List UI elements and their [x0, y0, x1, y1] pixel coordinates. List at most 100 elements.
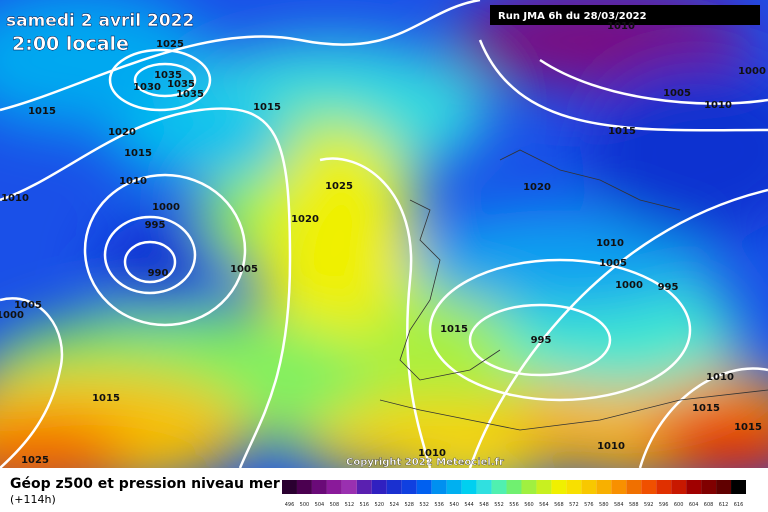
run-info: Run JMA 6h du 28/03/2022: [498, 11, 647, 22]
colorbar-label: 600: [674, 502, 684, 508]
isobar-label: 990: [148, 268, 169, 279]
legend-title: Géop z500 et pression niveau mer: [10, 476, 280, 492]
colorbar-label: 496: [285, 502, 295, 508]
isobar-label: 1015: [28, 106, 56, 117]
geopotential-field: [0, 0, 768, 468]
colorbar-label: 612: [719, 502, 729, 508]
colorbar-label: 528: [404, 502, 414, 508]
colorbar-cell: [491, 480, 507, 494]
colorbar-cell: [311, 480, 327, 494]
isobar-label: 1005: [663, 88, 691, 99]
colorbar-cell: [671, 480, 687, 494]
isobar-label: 1015: [253, 102, 281, 113]
colorbar-cell: [626, 480, 642, 494]
colorbar-cell: [461, 480, 477, 494]
isobar-label: 995: [658, 282, 679, 293]
colorbar-label: 564: [539, 502, 549, 508]
isobar-label: 1035: [176, 89, 204, 100]
colorbar-label: 504: [315, 502, 325, 508]
colorbar-label: 584: [614, 502, 624, 508]
colorbar-label: 616: [734, 502, 744, 508]
isobar-label: 1015: [124, 148, 152, 159]
colorbar-cell: [551, 480, 567, 494]
colorbar-label: 596: [659, 502, 669, 508]
colorbar-cell: [282, 480, 297, 494]
colorbar-cell: [686, 480, 702, 494]
colorbar-label: 576: [584, 502, 594, 508]
colorbar-cell: [641, 480, 657, 494]
colorbar-label: 532: [419, 502, 429, 508]
isobar-label: 1025: [156, 39, 184, 50]
map-time: 2:00 locale: [12, 33, 129, 55]
colorbar-cell: [716, 480, 732, 494]
colorbar-cell: [656, 480, 672, 494]
colorbar-label: 580: [599, 502, 609, 508]
isobar-label: 1005: [599, 258, 627, 269]
isobar-label: 1015: [92, 393, 120, 404]
colorbar-cell: [326, 480, 342, 494]
isobar-label: 1035: [154, 70, 182, 81]
colorbar-label: 540: [449, 502, 459, 508]
colorbar-label: 536: [434, 502, 444, 508]
isobar-label: 1010: [418, 448, 446, 459]
isobar-label: 1000: [152, 202, 180, 213]
isobars: [0, 0, 768, 468]
coastlines: [379, 149, 768, 431]
colorbar-label: 524: [389, 502, 399, 508]
isobar-label: 995: [531, 335, 552, 346]
colorbar-cell: [521, 480, 537, 494]
isobar-label: 1010: [1, 193, 29, 204]
colorbar-label: 552: [494, 502, 504, 508]
run-box: [490, 5, 760, 25]
colorbar-cell: [506, 480, 522, 494]
colorbar-cell: [296, 480, 312, 494]
colorbar-label: 568: [554, 502, 564, 508]
colorbar-label: 544: [464, 502, 474, 508]
isobar-label: 1000: [0, 310, 24, 321]
isobar-label: 1015: [734, 422, 762, 433]
isobar-label: 1020: [523, 182, 551, 193]
colorbar-cell: [371, 480, 387, 494]
isobar-label: 1025: [21, 455, 49, 466]
colorbar-label: 572: [569, 502, 579, 508]
colorbar-label: 556: [509, 502, 519, 508]
isobar-label: 1025: [325, 181, 353, 192]
copyright: Copyright 2022 Meteociel.fr: [346, 457, 504, 468]
colorbar-cell: [401, 480, 417, 494]
colorbar-cell: [416, 480, 432, 494]
colorbar-cell: [446, 480, 462, 494]
colorbar-label: 588: [629, 502, 639, 508]
colorbar-cell: [431, 480, 447, 494]
colorbar-cell: [731, 480, 746, 494]
colorbar-cell: [386, 480, 402, 494]
colorbar-label: 604: [689, 502, 699, 508]
colorbar-cell: [581, 480, 597, 494]
isobar-label: 1005: [230, 264, 258, 275]
isobar-label: 1000: [615, 280, 643, 291]
isobar-label: 1010: [706, 372, 734, 383]
colorbar-cell: [356, 480, 372, 494]
isobar-label: 1035: [167, 79, 195, 90]
isobar-label: 1020: [291, 214, 319, 225]
colorbar-label: 520: [375, 502, 385, 508]
colorbar-label: 500: [300, 502, 310, 508]
colorbar-label: 560: [524, 502, 534, 508]
colorbar-cell: [536, 480, 552, 494]
colorbar-cell: [566, 480, 582, 494]
isobar-label: 1000: [738, 66, 766, 77]
colorbar: 496 500 504 508 512 516 520 524 528 532 536 540 544 5…: [282, 480, 746, 508]
lead-time: (+114h): [10, 493, 56, 506]
isobar-label: 1010: [704, 100, 732, 111]
colorbar-cell: [611, 480, 627, 494]
isobar-label: 1015: [440, 324, 468, 335]
isobar-label: 1015: [692, 403, 720, 414]
isobar-label: 1020: [108, 127, 136, 138]
isobar-label: 995: [145, 220, 166, 231]
colorbar-cell: [596, 480, 612, 494]
isobar-label: 1030: [133, 82, 161, 93]
colorbar-label: 608: [704, 502, 714, 508]
isobar-label: 1010: [597, 441, 625, 452]
